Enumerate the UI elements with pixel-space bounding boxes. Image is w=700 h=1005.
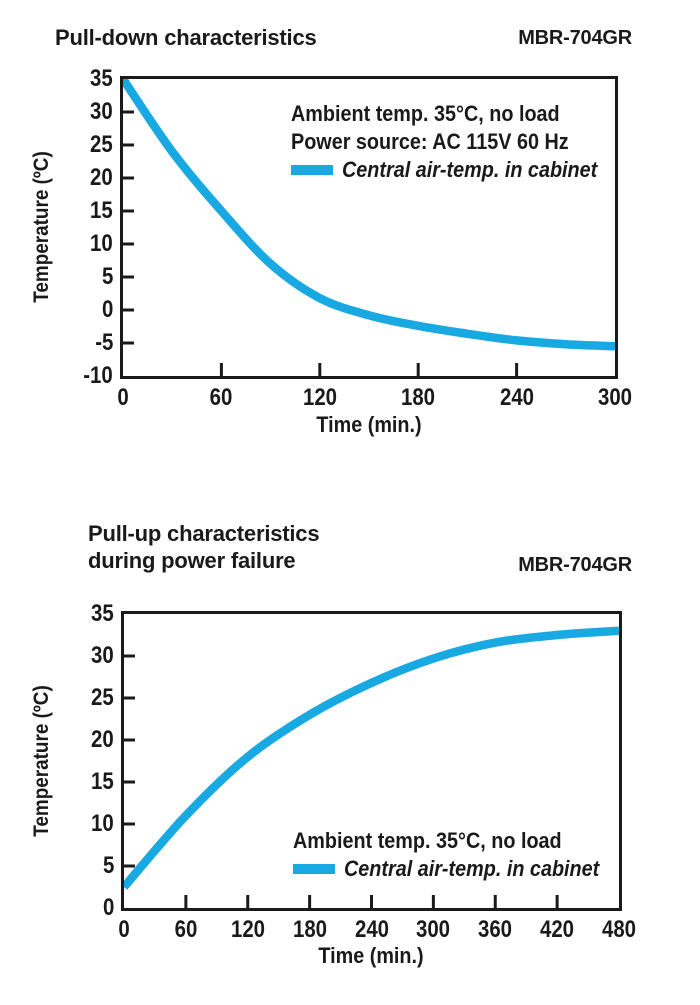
pullup-legend-label: Central air-temp. in cabinet (344, 856, 600, 881)
pulldown-chart-title: Pull-down characteristics (55, 25, 317, 50)
pullup-title-block: Pull-up characteristics during power fai… (88, 520, 320, 574)
y-tick-label: 30 (90, 98, 113, 125)
y-tick-label: -5 (94, 329, 113, 356)
pullup-chart-section: Pull-up characteristics during power fai… (0, 500, 700, 1005)
x-tick-label: 120 (230, 916, 265, 943)
temperature-curve (124, 626, 619, 890)
y-tick-label: 30 (91, 642, 114, 669)
pullup-annotation-block: Ambient temp. 35°C, no load Central air-… (293, 827, 628, 883)
plot-area (124, 626, 619, 908)
x-tick-label: 360 (478, 916, 513, 943)
x-tick-label: 420 (540, 916, 575, 943)
y-tick-label: 20 (91, 726, 114, 753)
y-tick-label: 10 (91, 810, 114, 837)
pullup-legend: Central air-temp. in cabinet (293, 855, 628, 883)
pulldown-annotation-power: Power source: AC 115V 60 Hz (291, 129, 569, 154)
x-tick-label: 240 (354, 916, 389, 943)
y-tick-label: 10 (90, 230, 113, 257)
pulldown-legend: Central air-temp. in cabinet (291, 156, 626, 184)
x-tick-label: 0 (118, 916, 130, 943)
x-tick-label: 180 (292, 916, 327, 943)
y-tick-label: 5 (101, 263, 113, 290)
pullup-y-axis-label: Temperature (ºC) (30, 685, 53, 837)
y-tick-label: 0 (101, 296, 113, 323)
legend-line-swatch (293, 864, 335, 874)
pulldown-annotation-block: Ambient temp. 35°C, no load Power source… (291, 100, 626, 184)
pullup-x-axis-label: Time (min.) (318, 943, 424, 968)
y-tick-label: 25 (91, 684, 114, 711)
pulldown-y-axis-label: Temperature (ºC) (30, 151, 53, 303)
pullup-model-label: MBR-704GR (518, 554, 632, 576)
x-tick-label: 240 (499, 384, 534, 411)
y-tick-label: -10 (83, 362, 113, 389)
pulldown-model-label: MBR-704GR (518, 27, 632, 49)
y-tick-label: 15 (91, 768, 114, 795)
pulldown-title-row: Pull-down characteristics MBR-704GR (55, 24, 632, 51)
temperature-curve (123, 79, 615, 351)
x-tick-label: 0 (117, 384, 129, 411)
y-tick-label: 35 (91, 600, 114, 627)
legend-line-swatch (291, 165, 333, 175)
x-tick-label: 300 (416, 916, 451, 943)
pulldown-plot-frame (120, 76, 618, 379)
pulldown-chart-section: Pull-down characteristics MBR-704GR Temp… (0, 0, 700, 470)
y-tick-label: 15 (90, 197, 113, 224)
x-tick-label: 180 (401, 384, 436, 411)
pulldown-legend-label: Central air-temp. in cabinet (342, 157, 598, 182)
x-tick-label: 120 (302, 384, 337, 411)
x-tick-label: 60 (210, 384, 233, 411)
y-tick-label: 0 (102, 894, 114, 921)
pullup-chart-title-line2: during power failure (88, 548, 296, 573)
x-tick-label: 60 (174, 916, 198, 943)
pullup-plot-frame (121, 611, 622, 911)
y-tick-label: 20 (90, 164, 113, 191)
x-tick-label: 300 (597, 384, 633, 411)
y-tick-label: 25 (90, 131, 113, 158)
pullup-chart-title-line1: Pull-up characteristics (88, 521, 320, 546)
y-tick-label: 35 (90, 65, 113, 92)
x-tick-label: 480 (601, 916, 637, 943)
pulldown-annotation-ambient: Ambient temp. 35°C, no load (291, 101, 560, 126)
plot-area (123, 79, 615, 376)
pullup-annotation-ambient: Ambient temp. 35°C, no load (293, 828, 562, 853)
pulldown-x-axis-label: Time (min.) (316, 412, 422, 437)
y-tick-label: 5 (102, 852, 114, 879)
